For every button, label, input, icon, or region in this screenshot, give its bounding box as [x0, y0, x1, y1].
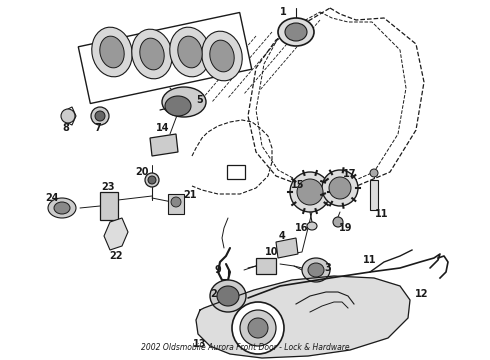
Polygon shape — [104, 218, 128, 250]
Text: 14: 14 — [156, 123, 170, 133]
Ellipse shape — [165, 96, 191, 116]
Text: 5: 5 — [196, 95, 203, 105]
Ellipse shape — [333, 217, 343, 227]
Polygon shape — [150, 134, 178, 156]
Text: 20: 20 — [135, 167, 149, 177]
Ellipse shape — [240, 310, 276, 346]
Polygon shape — [196, 276, 410, 358]
Text: 11: 11 — [363, 255, 377, 265]
Bar — [168, 194, 184, 214]
Text: 15: 15 — [291, 180, 305, 190]
Ellipse shape — [91, 107, 109, 125]
Text: 13: 13 — [193, 339, 207, 349]
Text: 8: 8 — [63, 123, 70, 133]
Text: 2: 2 — [211, 289, 218, 299]
Text: 3: 3 — [325, 263, 331, 273]
Ellipse shape — [329, 177, 351, 199]
Ellipse shape — [54, 202, 70, 214]
Text: 4: 4 — [279, 231, 285, 241]
Bar — [100, 192, 118, 220]
Ellipse shape — [370, 169, 378, 177]
Bar — [227, 165, 245, 179]
Text: 12: 12 — [415, 289, 429, 299]
Text: 7: 7 — [95, 123, 101, 133]
Ellipse shape — [290, 172, 330, 212]
Ellipse shape — [178, 36, 202, 68]
Bar — [256, 258, 276, 274]
Ellipse shape — [285, 23, 307, 41]
Ellipse shape — [210, 40, 234, 72]
Ellipse shape — [232, 302, 284, 354]
Ellipse shape — [132, 29, 172, 79]
Ellipse shape — [217, 286, 239, 306]
Ellipse shape — [171, 197, 181, 207]
Text: 19: 19 — [339, 223, 353, 233]
Ellipse shape — [145, 173, 159, 187]
Text: 16: 16 — [295, 223, 309, 233]
Ellipse shape — [100, 36, 124, 68]
Bar — [78, 13, 252, 104]
Ellipse shape — [278, 18, 314, 46]
Text: 22: 22 — [109, 251, 123, 261]
Text: 11: 11 — [375, 209, 389, 219]
Ellipse shape — [322, 170, 358, 206]
Ellipse shape — [297, 179, 323, 205]
Ellipse shape — [302, 258, 330, 282]
Text: 9: 9 — [215, 265, 221, 275]
Text: 2002 Oldsmobile Aurora Front Door - Lock & Hardware: 2002 Oldsmobile Aurora Front Door - Lock… — [141, 343, 349, 352]
Ellipse shape — [92, 27, 132, 77]
Ellipse shape — [202, 31, 242, 81]
Ellipse shape — [61, 109, 75, 123]
Ellipse shape — [307, 222, 317, 230]
Text: 1: 1 — [280, 7, 286, 17]
Ellipse shape — [308, 263, 324, 277]
Ellipse shape — [170, 27, 210, 77]
Text: 24: 24 — [45, 193, 59, 203]
Bar — [370, 180, 378, 210]
Text: 10: 10 — [265, 247, 279, 257]
Ellipse shape — [95, 111, 105, 121]
Ellipse shape — [48, 198, 76, 218]
Polygon shape — [276, 238, 298, 258]
Ellipse shape — [210, 280, 246, 312]
Ellipse shape — [248, 318, 268, 338]
Text: 21: 21 — [183, 190, 197, 200]
Text: 23: 23 — [101, 182, 115, 192]
Text: 17: 17 — [343, 169, 357, 179]
Ellipse shape — [148, 176, 156, 184]
Ellipse shape — [140, 38, 164, 70]
Ellipse shape — [162, 87, 206, 117]
